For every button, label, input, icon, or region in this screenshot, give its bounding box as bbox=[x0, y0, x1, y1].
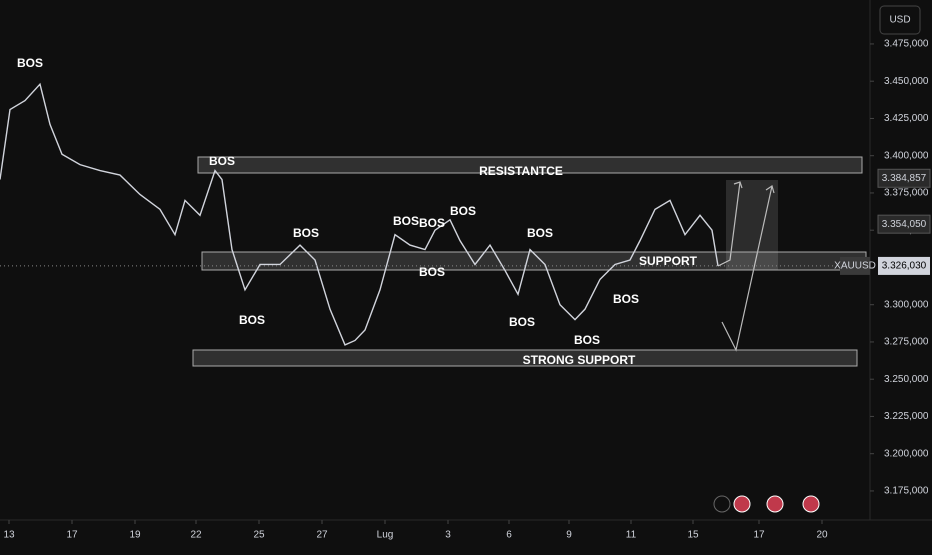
y-tick-label: 3.475,000 bbox=[884, 39, 929, 50]
x-tick-label: 19 bbox=[129, 530, 141, 541]
price-tag bbox=[877, 168, 931, 188]
event-flag[interactable] bbox=[766, 495, 784, 513]
arrow-head bbox=[765, 185, 775, 194]
y-tick-label: 3.450,000 bbox=[884, 76, 929, 87]
bos-label: BOS bbox=[393, 214, 419, 228]
event-flag[interactable] bbox=[733, 495, 751, 513]
bos-label: BOS bbox=[419, 216, 445, 230]
y-tick-label: 3.175,000 bbox=[884, 486, 929, 497]
bos-label: BOS bbox=[450, 204, 476, 218]
zone bbox=[192, 349, 858, 367]
x-tick-label: 17 bbox=[66, 530, 78, 541]
y-tick-label: 3.300,000 bbox=[884, 299, 929, 310]
price-line bbox=[0, 82, 719, 346]
y-tick-label: 3.200,000 bbox=[884, 448, 929, 459]
y-tick-label: 3.375,000 bbox=[884, 188, 929, 199]
y-tick-label: 3.250,000 bbox=[884, 374, 929, 385]
zone-label: SUPPORT bbox=[639, 254, 698, 268]
x-tick-label: 17 bbox=[753, 530, 765, 541]
price-tag-label: 3.384,857 bbox=[882, 173, 927, 184]
x-tick-label: 11 bbox=[626, 530, 637, 541]
price-tag-label: 3.354,050 bbox=[882, 219, 927, 230]
bos-label: BOS bbox=[419, 265, 445, 279]
x-tick-label: 6 bbox=[506, 530, 512, 541]
y-tick-label: 3.400,000 bbox=[884, 150, 929, 161]
zone-label: STRONG SUPPORT bbox=[523, 353, 636, 367]
y-tick-label: 3.275,000 bbox=[884, 337, 929, 348]
bos-label: BOS bbox=[613, 292, 639, 306]
x-tick-label: 20 bbox=[816, 530, 828, 541]
x-tick-label: 15 bbox=[687, 530, 699, 541]
bos-label: BOS bbox=[527, 226, 553, 240]
bos-label: BOS bbox=[574, 333, 600, 347]
zone-label: RESISTANTCE bbox=[479, 164, 563, 178]
y-tick-label: 3.225,000 bbox=[884, 411, 929, 422]
x-tick-label: Lug bbox=[377, 530, 394, 541]
price-tag bbox=[877, 214, 931, 234]
symbol-label: XAUUSD bbox=[834, 261, 876, 272]
projection-arrow bbox=[717, 181, 741, 267]
bos-label: BOS bbox=[239, 313, 265, 327]
currency-button[interactable] bbox=[879, 5, 921, 35]
x-tick-label: 22 bbox=[190, 530, 202, 541]
event-icon[interactable] bbox=[713, 495, 731, 513]
arrow-head bbox=[733, 181, 743, 189]
x-tick-label: 3 bbox=[445, 530, 451, 541]
y-tick-label: 3.425,000 bbox=[884, 113, 929, 124]
price-tag-label: 3.326,030 bbox=[882, 261, 927, 272]
currency-label: USD bbox=[889, 15, 910, 26]
zone bbox=[201, 251, 867, 271]
bos-label: BOS bbox=[509, 315, 535, 329]
price-tag bbox=[878, 256, 930, 275]
x-tick-label: 27 bbox=[316, 530, 328, 541]
bos-label: BOS bbox=[293, 226, 319, 240]
x-tick-label: 9 bbox=[566, 530, 572, 541]
x-tick-label: 25 bbox=[253, 530, 265, 541]
zone bbox=[197, 156, 863, 174]
x-tick-label: 13 bbox=[3, 530, 15, 541]
bos-label: BOS bbox=[17, 56, 43, 70]
symbol-tag bbox=[840, 256, 870, 275]
bos-label: BOS bbox=[209, 154, 235, 168]
event-flag[interactable] bbox=[802, 495, 820, 513]
